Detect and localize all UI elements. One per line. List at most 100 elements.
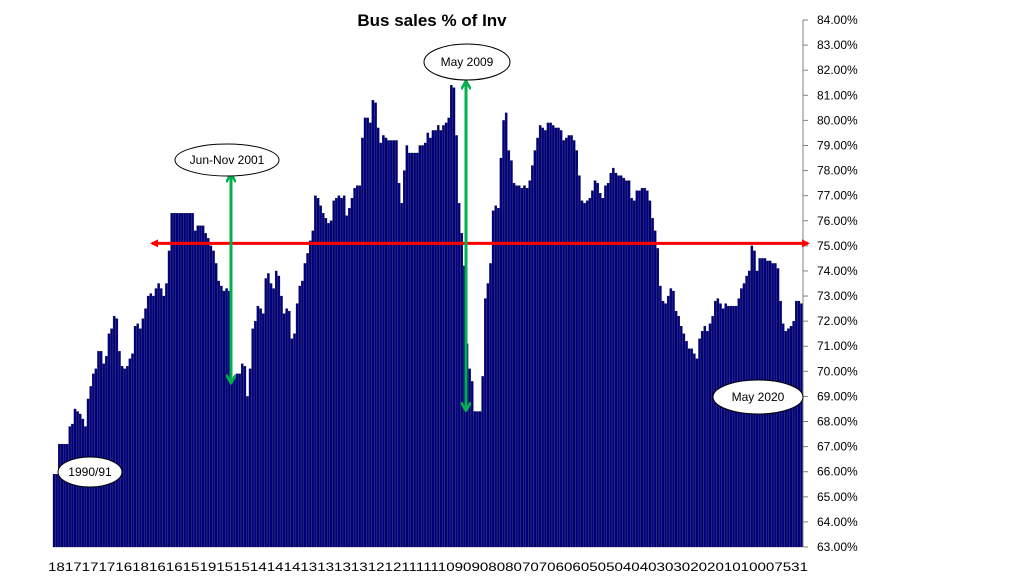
bar xyxy=(632,200,636,548)
bar xyxy=(259,308,262,548)
bar xyxy=(136,323,139,548)
x-tick-labels: 1817171716181616151915151414141313131312… xyxy=(48,560,808,574)
bar xyxy=(256,305,260,548)
bar xyxy=(288,310,291,548)
y-tick-label: 74.00% xyxy=(817,264,858,278)
y-tick-label: 82.00% xyxy=(817,63,858,77)
bar xyxy=(562,140,565,548)
bar xyxy=(238,373,241,548)
bar xyxy=(609,172,612,548)
y-tick-label: 78.00% xyxy=(817,164,858,178)
bar xyxy=(355,185,359,548)
bar xyxy=(499,157,503,548)
bar xyxy=(319,205,322,548)
bar xyxy=(157,283,160,548)
bar xyxy=(123,368,126,548)
bar xyxy=(507,150,511,548)
bar xyxy=(470,381,474,548)
bar xyxy=(159,288,163,548)
bar xyxy=(666,295,670,548)
bar xyxy=(243,366,247,548)
y-tick-label: 79.00% xyxy=(817,138,858,152)
bar xyxy=(212,250,215,548)
y-tick-label: 67.00% xyxy=(817,440,858,454)
bar xyxy=(63,443,66,548)
bar xyxy=(400,203,403,548)
bar xyxy=(661,300,665,548)
bar xyxy=(65,443,69,548)
y-tick-label: 70.00% xyxy=(817,364,858,378)
bar xyxy=(303,263,307,548)
bar xyxy=(335,198,338,548)
bar xyxy=(353,187,356,548)
bar xyxy=(572,140,576,548)
bar xyxy=(369,122,372,548)
bar xyxy=(366,117,369,548)
bar xyxy=(732,305,735,548)
bar xyxy=(429,137,432,548)
bar xyxy=(719,303,722,548)
bar xyxy=(640,187,644,548)
bar xyxy=(170,213,173,548)
bar xyxy=(714,300,717,548)
bar xyxy=(484,298,487,548)
bar xyxy=(700,331,704,548)
bar xyxy=(664,303,667,548)
y-tick-label: 63.00% xyxy=(817,540,858,554)
y-tick-label: 69.00% xyxy=(817,389,858,403)
bar xyxy=(58,443,61,548)
bar xyxy=(196,225,200,548)
bar xyxy=(329,220,333,548)
bar xyxy=(374,102,377,548)
bar xyxy=(638,190,641,548)
y-tick-label: 66.00% xyxy=(817,465,858,479)
y-tick-label: 75.00% xyxy=(817,239,858,253)
bar xyxy=(486,283,490,548)
bar xyxy=(230,381,234,548)
bar xyxy=(131,353,134,548)
bar xyxy=(413,152,416,548)
bar xyxy=(165,283,168,548)
bar xyxy=(139,328,142,548)
bar xyxy=(285,308,288,548)
bar xyxy=(721,308,725,548)
bar xyxy=(656,248,660,548)
bar xyxy=(740,288,743,548)
bar xyxy=(672,290,675,548)
y-tick-label: 73.00% xyxy=(817,289,858,303)
bar xyxy=(570,135,573,548)
bar xyxy=(551,125,555,548)
bar xyxy=(779,300,782,548)
bar xyxy=(55,474,58,548)
bar xyxy=(554,127,558,548)
bar xyxy=(167,250,171,548)
bar xyxy=(162,295,166,548)
bar xyxy=(729,305,733,548)
bar xyxy=(118,351,121,548)
bar xyxy=(254,320,257,548)
bar xyxy=(593,180,597,548)
y-tick-label: 65.00% xyxy=(817,490,858,504)
bar xyxy=(233,376,236,548)
y-tick-label: 81.00% xyxy=(817,88,858,102)
bar xyxy=(795,300,798,548)
y-axis: 63.00% 64.00% 65.00% 66.00% 67.00% 68.00% 69.0… xyxy=(803,13,858,554)
bar xyxy=(199,225,202,548)
bar xyxy=(248,368,252,548)
bar xyxy=(734,305,738,548)
bar xyxy=(481,376,484,548)
bar xyxy=(128,358,132,548)
bar xyxy=(659,285,662,548)
bar xyxy=(575,150,579,548)
bar xyxy=(173,213,176,548)
bar xyxy=(687,348,691,548)
bar xyxy=(460,233,464,548)
bar xyxy=(622,177,626,548)
bar xyxy=(800,303,803,548)
bars-group xyxy=(52,85,803,548)
bar xyxy=(416,152,419,548)
bar xyxy=(298,285,302,548)
bar xyxy=(193,230,197,548)
bar xyxy=(146,295,150,548)
